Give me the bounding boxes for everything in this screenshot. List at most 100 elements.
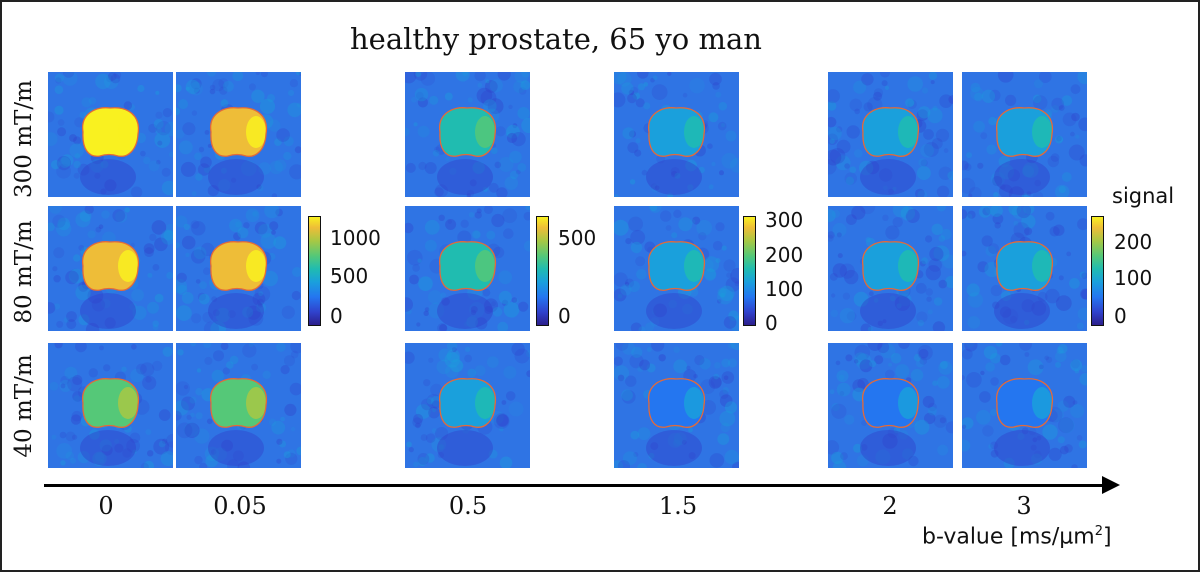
mri-texture (281, 305, 295, 319)
mri-texture (724, 449, 739, 465)
mri-texture (439, 324, 447, 331)
mri-texture (161, 180, 173, 196)
mri-texture (435, 184, 448, 197)
mri-texture (203, 267, 211, 275)
mri-texture (673, 346, 680, 353)
mri-image (828, 343, 953, 468)
mri-texture (176, 215, 188, 228)
mri-texture (673, 209, 682, 218)
mri-texture (1070, 84, 1081, 95)
mri-texture (218, 179, 231, 192)
mri-texture (254, 221, 268, 235)
mri-texture (981, 89, 996, 103)
mri-texture (933, 297, 943, 306)
mri-texture (964, 163, 972, 171)
mri-texture (114, 438, 120, 444)
mri-texture (166, 271, 173, 280)
mri-texture (837, 253, 843, 259)
mri-texture (624, 278, 635, 288)
mri-texture (863, 102, 873, 112)
gland-highlight (246, 250, 266, 282)
mri-texture (245, 208, 260, 223)
mri-texture (853, 80, 867, 94)
mri-texture (464, 321, 469, 327)
mri-texture (483, 206, 493, 214)
mri-texture (237, 227, 249, 239)
mri-texture (185, 86, 190, 91)
mri-texture (1057, 343, 1068, 354)
mri-texture (177, 284, 188, 296)
mri-texture (690, 219, 696, 225)
mri-texture (189, 81, 203, 96)
mri-texture (923, 129, 934, 140)
mri-texture (147, 301, 159, 314)
mri-texture (630, 229, 646, 245)
mri-texture (275, 208, 283, 217)
mri-texture (921, 87, 929, 94)
mri-texture (199, 281, 207, 290)
mri-texture (1080, 364, 1087, 373)
mri-texture (717, 299, 722, 304)
mri-image (176, 206, 301, 331)
mri-texture (855, 353, 872, 370)
mri-texture (425, 433, 436, 443)
mri-texture (828, 231, 835, 239)
mri-texture (287, 102, 301, 118)
mri-texture (617, 460, 630, 468)
mri-panel (828, 343, 953, 468)
mri-texture (1019, 343, 1032, 351)
mri-texture (198, 293, 210, 305)
colorbar-3-tick: 0 (765, 311, 778, 335)
mri-texture (1057, 436, 1065, 444)
mri-texture (1034, 179, 1041, 187)
mri-texture (1050, 408, 1064, 422)
mri-texture (405, 127, 410, 137)
mri-texture (195, 387, 203, 396)
mri-texture (630, 430, 640, 440)
mri-texture (296, 102, 301, 108)
mri-texture (511, 132, 526, 147)
mri-texture (440, 292, 447, 298)
mri-texture (984, 261, 1000, 278)
mri-texture (990, 377, 999, 386)
mri-texture (1001, 290, 1012, 302)
mri-texture (466, 193, 471, 197)
mri-anatomy (994, 293, 1050, 329)
mri-texture (1077, 72, 1087, 85)
mri-texture (273, 236, 287, 250)
gland-contour (648, 241, 706, 291)
mri-texture (211, 369, 224, 383)
mri-texture (925, 288, 933, 296)
mri-texture (289, 164, 301, 180)
mri-texture (256, 184, 262, 190)
mri-texture (195, 412, 203, 420)
mri-texture (56, 156, 71, 171)
mri-texture (938, 279, 948, 289)
mri-texture (284, 355, 295, 367)
mri-texture (176, 305, 192, 321)
mri-texture (915, 188, 925, 197)
mri-panel (176, 343, 301, 468)
mri-texture (1071, 112, 1080, 122)
mri-texture (643, 102, 651, 110)
mri-texture (1045, 288, 1060, 304)
mri-texture (614, 288, 627, 302)
mri-texture (1032, 94, 1042, 104)
mri-texture (445, 219, 457, 230)
mri-texture (74, 117, 85, 128)
mri-texture (258, 223, 273, 238)
mri-texture (836, 126, 843, 133)
mri-texture (493, 413, 510, 429)
mri-texture (438, 214, 445, 221)
mri-texture (873, 298, 879, 303)
mri-texture (194, 152, 202, 161)
mri-texture (496, 187, 508, 197)
mri-texture (630, 322, 642, 331)
mri-texture (1013, 220, 1019, 226)
mri-texture (859, 206, 876, 215)
gland-contour (996, 107, 1054, 157)
mri-texture (1008, 186, 1025, 197)
mri-texture (885, 225, 900, 240)
mri-texture (967, 292, 983, 308)
gland-contour (648, 107, 706, 157)
